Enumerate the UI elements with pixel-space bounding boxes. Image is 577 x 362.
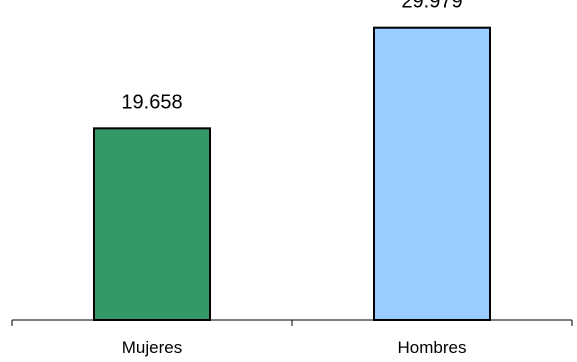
data-labels-layer: 19.658 29.979 xyxy=(121,0,462,113)
category-label-mujeres: Mujeres xyxy=(122,338,182,357)
data-label-mujeres: 19.658 xyxy=(121,91,182,113)
bars-layer xyxy=(93,26,491,322)
category-label-hombres: Hombres xyxy=(398,338,467,357)
bar-hombres xyxy=(373,26,491,322)
x-axis-ticks xyxy=(11,320,573,326)
bar-mujeres xyxy=(93,127,211,321)
data-label-hombres: 29.979 xyxy=(401,0,462,13)
x-axis-category-labels: Mujeres Hombres xyxy=(122,338,467,357)
